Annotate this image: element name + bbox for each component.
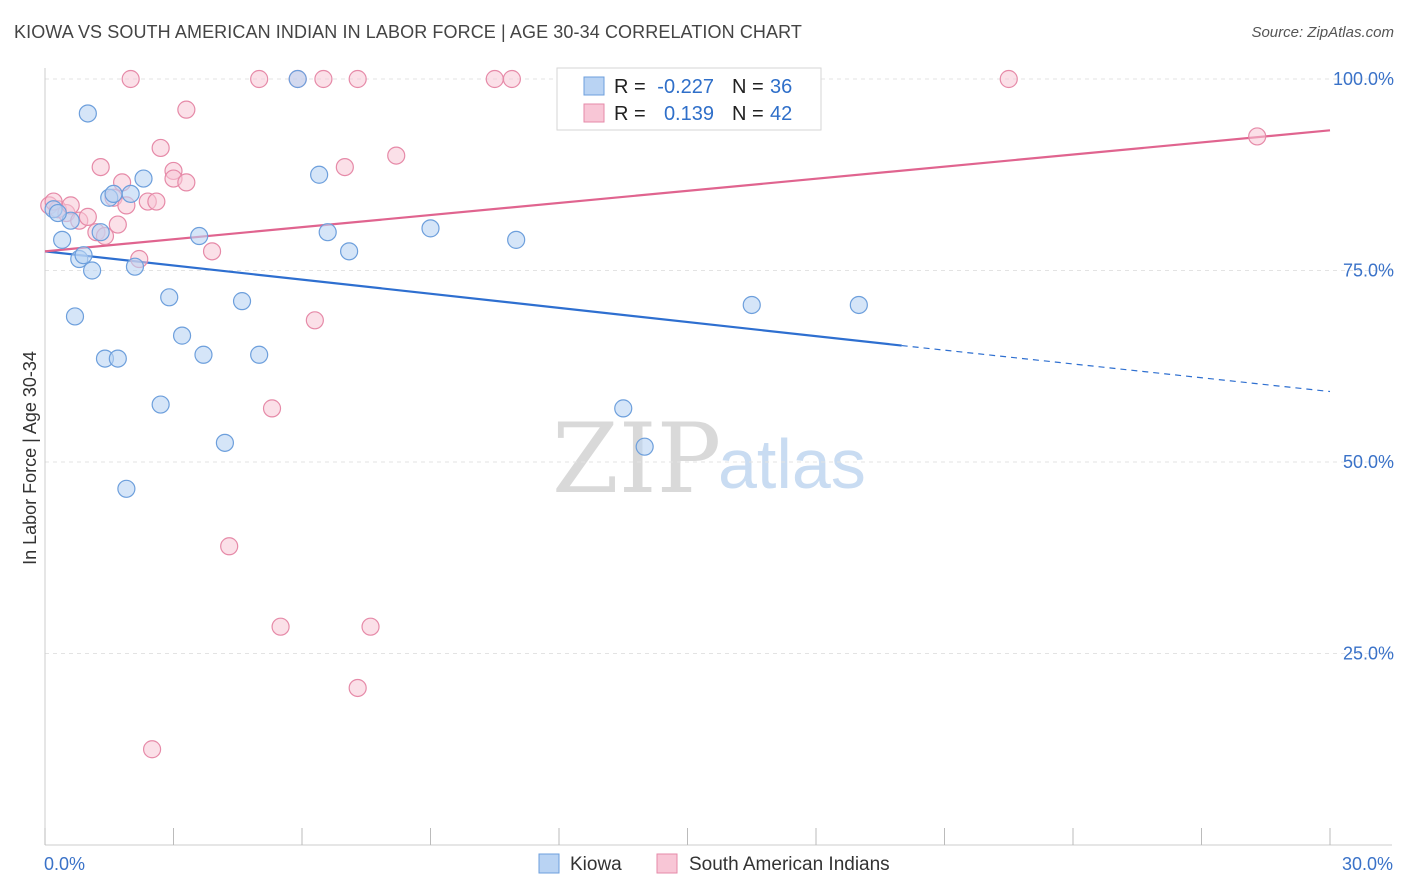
y-tick-label: 75.0% [1343,261,1394,281]
stats-n-value-kiowa: 36 [770,76,792,98]
data-point-sai [177,100,196,119]
trend-line-sai [44,129,1331,253]
stats-r-label-kiowa: R = [614,76,646,98]
chart-title: KIOWA VS SOUTH AMERICAN INDIAN IN LABOR … [14,22,802,42]
data-point-kiowa [151,395,170,414]
data-point-kiowa [310,165,329,184]
x-tick-label: 0.0% [44,854,85,874]
data-point-sai [220,537,239,556]
stats-n-value-sai: 42 [770,103,792,125]
data-point-sai [147,192,166,211]
data-point-kiowa [215,433,234,452]
legend: Kiowa South American Indians [538,853,890,875]
data-points [40,69,1267,759]
data-point-sai [314,69,333,89]
stats-swatch-kiowa [583,76,605,96]
data-point-kiowa [48,203,67,223]
data-point-kiowa [507,230,526,249]
legend-swatch-sai [656,853,678,874]
data-point-sai [262,399,282,418]
data-point-sai [142,740,162,759]
data-point-sai [348,69,367,89]
watermark-zip: ZIP [552,403,721,515]
data-point-sai [1248,127,1267,146]
stats-r-value-kiowa: -0.227 [657,76,714,98]
legend-label-sai: South American Indians [689,854,890,875]
stats-r-label-sai: R = [614,103,646,125]
data-point-kiowa [614,399,633,418]
gridlines [45,78,1393,654]
y-tick-label: 50.0% [1343,452,1394,472]
data-point-kiowa [104,184,123,203]
data-point-sai [78,207,97,226]
trend-line-kiowa [44,250,902,347]
data-point-kiowa [121,184,140,203]
trend-line-kiowa-extrapolated [901,344,1331,393]
stats-r-value-sai: 0.139 [664,103,714,125]
legend-swatch-kiowa [538,853,560,874]
data-point-sai [250,69,269,89]
stats-n-label-sai: N = [732,103,764,125]
data-point-kiowa [190,226,209,246]
data-point-kiowa [78,104,97,123]
data-point-kiowa [250,345,269,364]
y-tick-label: 100.0% [1333,69,1394,89]
data-point-kiowa [160,288,179,307]
data-point-kiowa [194,345,213,364]
data-point-sai [502,69,521,89]
data-point-kiowa [849,295,868,315]
data-point-sai [361,617,380,636]
data-point-kiowa [125,257,145,276]
data-point-sai [151,138,170,158]
stats-swatch-sai [583,103,605,123]
x-tick-label: 30.0% [1342,854,1393,874]
data-point-kiowa [65,307,85,326]
y-axis-title: In Labor Force | Age 30-34 [20,351,40,565]
stats-box: R = -0.227 N = 36 R = 0.139 N = 42 [556,67,822,131]
data-point-kiowa [288,69,307,89]
data-point-sai [335,157,354,177]
data-point-kiowa [117,479,136,498]
data-point-kiowa [318,223,337,242]
data-point-sai [91,157,110,177]
data-point-sai [305,311,324,330]
data-point-sai [177,173,196,192]
data-point-sai [202,242,222,261]
trend-lines [44,129,1331,393]
data-point-kiowa [172,326,192,345]
data-point-kiowa [742,295,761,315]
axes: 25.0% 50.0% 75.0% 100.0% 0.0% 30.0% [44,68,1394,874]
data-point-sai [271,617,290,636]
data-point-sai [999,69,1018,89]
legend-label-kiowa: Kiowa [570,854,622,875]
data-point-kiowa [53,230,72,249]
data-point-sai [121,69,140,89]
source-label: Source: ZipAtlas.com [1251,24,1394,41]
data-point-kiowa [232,292,252,311]
stats-n-label-kiowa: N = [732,76,764,98]
data-point-kiowa [421,219,440,238]
data-point-sai [108,215,127,234]
data-point-kiowa [635,437,654,456]
data-point-sai [387,146,406,165]
y-tick-label: 25.0% [1343,644,1394,664]
data-point-sai [348,678,367,698]
data-point-kiowa [134,169,153,188]
data-point-kiowa [74,246,93,265]
data-point-kiowa [83,261,102,280]
watermark-atlas: atlas [718,425,866,503]
data-point-kiowa [340,242,359,261]
data-point-kiowa [91,223,110,242]
data-point-kiowa [108,349,127,368]
data-point-sai [485,69,504,89]
